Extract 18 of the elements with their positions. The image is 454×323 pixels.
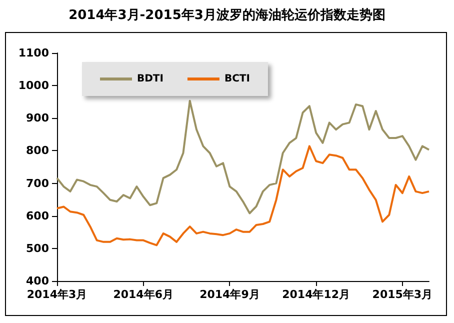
y-tick-label: 900 — [26, 112, 50, 125]
line-series — [56, 100, 430, 214]
y-tick-label: 400 — [26, 274, 50, 288]
y-tick-label: 1100 — [18, 46, 50, 60]
y-tick-label: 500 — [26, 242, 50, 255]
x-tick-label: 2014年6月 — [113, 288, 174, 301]
y-tick-label: 1000 — [18, 79, 50, 92]
y-tick-label: 800 — [26, 144, 50, 158]
y-tick-label: 700 — [26, 176, 50, 190]
chart-title: 2014年3月-2015年3月波罗的海油轮运价指数走势图 — [68, 7, 386, 24]
x-tick-label: 2014年3月 — [26, 288, 88, 301]
y-tick-label: 600 — [26, 209, 50, 222]
legend-label: BCTI — [224, 74, 250, 84]
legend-label: BDTI — [137, 74, 164, 84]
x-tick-label: 2015年3月 — [372, 288, 433, 301]
x-tick-label: 2014年9月 — [200, 288, 260, 301]
x-tick-label: 2014年12月 — [282, 288, 350, 301]
line-series — [56, 145, 430, 246]
